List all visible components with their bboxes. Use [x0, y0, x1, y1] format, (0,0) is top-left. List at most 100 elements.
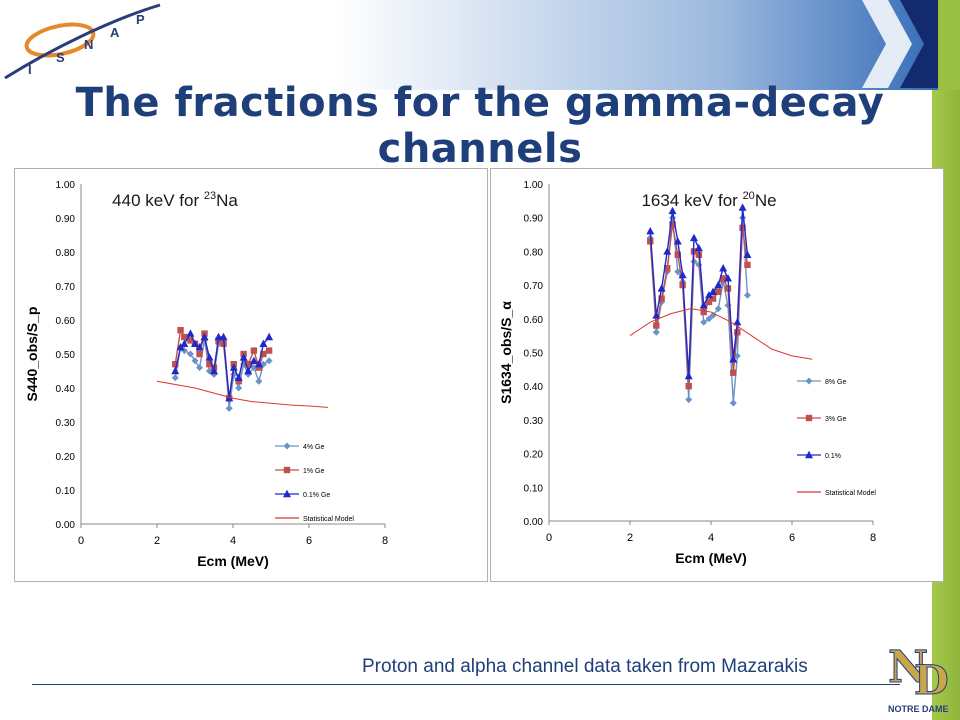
data-point — [705, 315, 713, 323]
y-tick-label: 0.40 — [524, 382, 544, 393]
data-point — [743, 291, 751, 299]
data-point — [265, 347, 273, 354]
data-point — [724, 301, 732, 309]
logo-letter: A — [110, 25, 120, 40]
y-tick-label: 1.00 — [56, 180, 76, 191]
data-point — [729, 355, 738, 363]
data-point — [733, 317, 742, 326]
data-point — [172, 361, 179, 368]
data-point — [265, 332, 274, 341]
y-tick-label: 0.50 — [524, 349, 544, 360]
data-point — [724, 274, 733, 282]
legend-label: 0.1% — [825, 453, 841, 460]
header-band — [0, 0, 960, 90]
x-tick-label: 4 — [230, 535, 236, 547]
x-tick-label: 0 — [78, 535, 84, 547]
data-point — [664, 265, 671, 272]
data-point — [259, 360, 267, 368]
data-point — [694, 243, 703, 252]
data-point — [181, 333, 188, 341]
data-point — [180, 339, 189, 347]
data-point — [234, 373, 243, 381]
data-point — [657, 284, 666, 292]
data-point — [171, 366, 180, 375]
series-0 — [171, 336, 273, 412]
y-tick-label: 0.00 — [56, 520, 76, 531]
data-point — [187, 337, 194, 344]
series-line — [156, 380, 329, 408]
data-point — [225, 404, 233, 412]
data-point — [719, 275, 727, 282]
y-tick-label: 0.40 — [56, 384, 76, 395]
data-point — [700, 308, 707, 316]
data-point — [205, 353, 214, 361]
logo-letter: I — [28, 62, 32, 77]
data-point — [685, 396, 693, 404]
data-point — [219, 332, 228, 341]
data-point — [210, 366, 218, 375]
data-point — [265, 357, 273, 365]
data-point — [646, 226, 655, 235]
chart-ne20-plot: 0.00 0.10 0.20 0.30 0.40 0.50 0.60 0.70 0.80 0.90… — [498, 180, 876, 566]
data-point — [191, 357, 199, 365]
y-tick-label: 0.30 — [524, 416, 544, 427]
data-point — [245, 361, 252, 368]
x-axis-title: Ecm (MeV) — [197, 553, 269, 569]
data-point — [709, 311, 717, 319]
data-point — [244, 366, 253, 375]
data-point — [714, 280, 723, 289]
data-point — [186, 329, 195, 337]
y-tick-label: 1.00 — [524, 180, 544, 191]
data-point — [714, 305, 722, 313]
footer-divider — [32, 684, 900, 685]
y-tick-label: 0.90 — [56, 214, 76, 225]
legend-marker — [805, 377, 813, 385]
chart-title-main: 1634 keV for — [641, 191, 742, 210]
data-point — [669, 221, 676, 228]
y-tick-label: 0.30 — [56, 418, 76, 429]
data-point — [191, 339, 199, 347]
data-point — [668, 206, 677, 215]
data-point — [709, 295, 717, 302]
data-point — [652, 328, 660, 336]
x-tick-label: 2 — [154, 535, 160, 547]
data-point — [678, 270, 687, 279]
isnap-logo: I S N A P — [4, 3, 161, 80]
chart-title-tail: Ne — [755, 191, 777, 210]
data-point — [744, 261, 751, 269]
data-point — [229, 363, 238, 371]
y-tick-label: 0.80 — [56, 248, 76, 259]
data-point — [704, 291, 713, 299]
chart-ne20: 0.00 0.10 0.20 0.30 0.40 0.50 0.60 0.70 0.80 0.90… — [490, 168, 944, 582]
data-point — [249, 356, 258, 364]
data-point — [239, 353, 248, 361]
chart-na23: 0.00 0.10 0.20 0.30 0.40 0.50 0.60 0.70 0.80 0.90… — [14, 168, 488, 582]
notre-dame-logo: N D NOTRE DAME — [888, 642, 950, 715]
y-tick-label: 0.10 — [56, 486, 76, 497]
x-tick-label: 0 — [546, 532, 552, 544]
data-point — [739, 224, 746, 232]
y-tick-label: 0.80 — [524, 247, 544, 258]
x-tick-label: 6 — [789, 532, 795, 544]
legend-marker — [283, 489, 291, 498]
legend-label: 8% Ge — [825, 379, 847, 386]
legend-label: 3% Ge — [825, 416, 847, 423]
data-point — [260, 350, 267, 358]
data-point — [652, 311, 661, 319]
data-point — [709, 287, 718, 296]
logo-letter: N — [84, 37, 93, 52]
data-point — [705, 298, 713, 306]
x-tick-label: 8 — [382, 535, 388, 547]
data-point — [674, 251, 681, 258]
data-point — [729, 399, 737, 407]
x-tick-label: 8 — [870, 532, 876, 544]
data-point — [177, 327, 184, 334]
data-point — [254, 360, 263, 368]
data-point — [743, 250, 752, 258]
y-tick-label: 0.70 — [56, 282, 76, 293]
data-point — [200, 332, 209, 341]
header-chevron-light — [862, 0, 912, 88]
data-point — [689, 233, 698, 242]
data-point — [235, 384, 243, 392]
chart-title-sup: 20 — [743, 190, 755, 202]
